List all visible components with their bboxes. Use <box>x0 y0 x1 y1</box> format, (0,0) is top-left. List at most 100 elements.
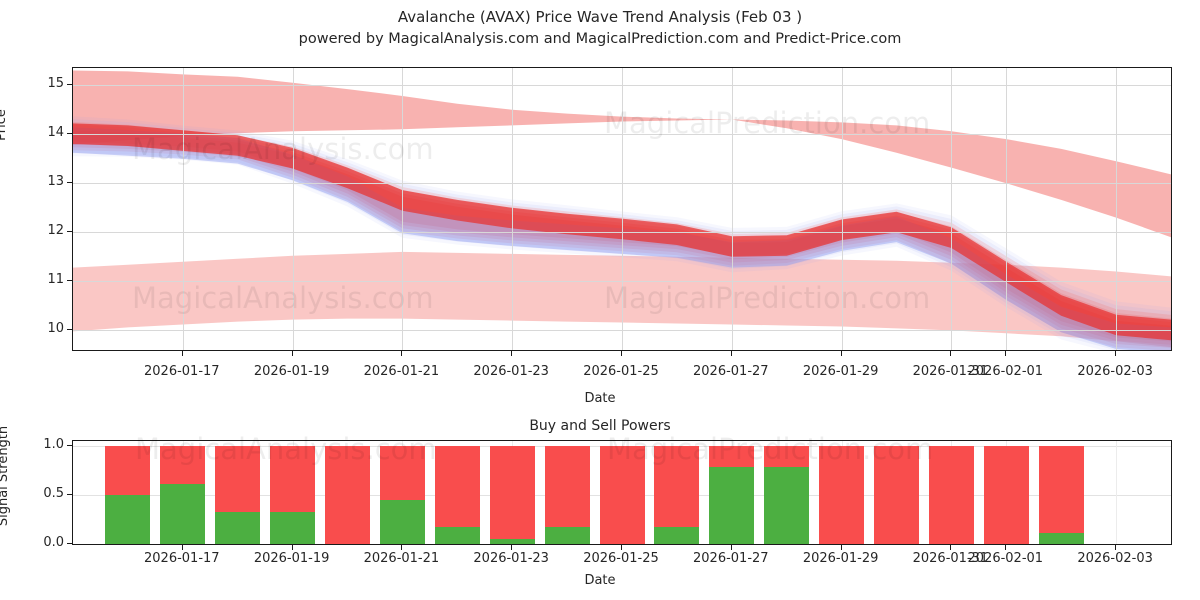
price-chart-xtick <box>621 351 622 356</box>
sell-power-segment <box>709 445 755 468</box>
buy-sell-xtick <box>181 545 183 550</box>
sell-power-segment <box>764 445 810 468</box>
signal-bar <box>215 445 261 544</box>
signal-bar <box>105 445 151 544</box>
buy-sell-xtick <box>511 545 513 550</box>
signal-bar <box>819 445 865 544</box>
watermark-text: MagicalPrediction.com <box>607 432 934 466</box>
price-chart-ytick <box>67 231 72 233</box>
price-chart-xtick-label: 2026-01-31 <box>912 364 989 379</box>
buy-sell-xtick-label: 2026-02-01 <box>967 551 1044 566</box>
buy-power-segment <box>654 527 700 544</box>
price-wave-chart-plot-area <box>72 67 1172 351</box>
signal-bar <box>654 445 700 544</box>
sell-power-segment <box>325 445 370 544</box>
watermark-text: MagicalAnalysis.com <box>132 281 434 315</box>
sell-power-segment <box>983 445 1029 544</box>
buy-sell-xtick <box>621 545 622 550</box>
sell-power-segment <box>1038 445 1084 534</box>
sell-power-segment <box>928 445 974 544</box>
watermark-text: MagicalPrediction.com <box>604 106 931 140</box>
sell-power-segment <box>105 445 151 495</box>
gridline-vertical <box>512 68 514 350</box>
signal-bar <box>544 445 590 544</box>
upper-confidence-band <box>73 70 1171 238</box>
signal-bar <box>709 445 755 544</box>
buy-power-segment <box>764 467 810 544</box>
price-chart-xtick <box>840 351 842 356</box>
buy-sell-chart-plot-area <box>72 440 1172 545</box>
price-chart-xtick <box>511 351 513 356</box>
price-chart-xtick-label: 2026-01-19 <box>253 364 330 379</box>
sell-power-segment <box>270 445 316 512</box>
price-chart-xtick-label: 2026-01-27 <box>693 364 769 379</box>
buy-sell-xtick-label: 2026-01-29 <box>802 551 879 566</box>
gridline-vertical <box>1116 441 1118 544</box>
price-chart-ytick-label: 15 <box>47 76 64 92</box>
buy-sell-ytick <box>67 543 72 544</box>
signal-bar <box>1038 445 1084 544</box>
signal-bar <box>270 445 316 544</box>
buy-sell-xtick <box>1115 545 1117 550</box>
price-chart-xtick-label: 2026-02-03 <box>1077 364 1153 379</box>
buy-sell-ytick-label: 0.5 <box>43 485 64 501</box>
buy-power-segment <box>709 467 755 544</box>
gridline-vertical <box>622 68 623 350</box>
gridline-vertical <box>841 68 843 350</box>
gridline-vertical <box>1006 68 1008 350</box>
gridline-vertical <box>402 68 404 350</box>
buy-sell-ytick <box>67 444 72 446</box>
price-chart-xtick <box>1005 351 1007 356</box>
signal-bar <box>983 445 1029 544</box>
signal-bar <box>874 445 919 544</box>
buy-sell-chart-ylabel: Signal Strength <box>0 425 11 527</box>
buy-sell-xtick-label: 2026-01-25 <box>583 551 659 566</box>
buy-sell-xtick-label: 2026-01-31 <box>912 551 989 566</box>
watermark-text: MagicalPrediction.com <box>604 281 931 315</box>
signal-bar <box>325 445 370 544</box>
buy-power-segment <box>1038 533 1084 544</box>
watermark-text: MagicalAnalysis.com <box>135 432 437 466</box>
price-chart-ytick-label: 13 <box>47 174 64 190</box>
gridline-vertical <box>951 68 953 350</box>
signal-bar <box>434 445 480 544</box>
buy-sell-xtick-label: 2026-01-23 <box>473 551 549 566</box>
sell-power-segment <box>544 445 590 528</box>
price-chart-xtick <box>181 351 183 356</box>
price-chart-xtick <box>950 351 952 356</box>
buy-sell-xtick-label: 2026-01-17 <box>144 551 220 566</box>
buy-sell-xtick <box>1005 545 1007 550</box>
buy-sell-ytick-label: 0.0 <box>43 535 64 550</box>
price-chart-xtick-label: 2026-02-01 <box>967 364 1044 379</box>
buy-power-segment <box>105 494 151 544</box>
gridline-vertical <box>182 68 184 350</box>
sell-power-segment <box>160 445 206 485</box>
buy-sell-chart-xlabel: Date <box>584 573 616 588</box>
sell-power-segment <box>874 445 919 544</box>
buy-sell-xtick <box>730 545 732 550</box>
sell-power-segment <box>489 445 535 540</box>
price-chart-xtick-label: 2026-01-29 <box>802 364 879 379</box>
buy-sell-xtick <box>950 545 952 550</box>
buy-sell-xtick <box>401 545 403 550</box>
buy-sell-ytick <box>67 493 72 495</box>
price-chart-ytick-label: 11 <box>47 272 64 288</box>
price-chart-ylabel: Price <box>0 109 9 141</box>
sell-power-segment <box>379 445 425 500</box>
sell-power-segment <box>819 445 865 544</box>
page-title: Avalanche (AVAX) Price Wave Trend Analys… <box>397 8 803 26</box>
sell-power-segment <box>434 445 480 528</box>
buy-power-segment <box>215 511 261 544</box>
price-chart-xlabel: Date <box>584 391 616 406</box>
price-chart-xtick <box>1115 351 1117 356</box>
price-chart-xtick <box>401 351 403 356</box>
watermark-text: MagicalAnalysis.com <box>132 132 434 166</box>
sell-power-segment <box>599 445 645 544</box>
sell-power-segment <box>654 445 700 528</box>
signal-bar <box>928 445 974 544</box>
price-chart-xtick-label: 2026-01-25 <box>583 364 659 379</box>
buy-sell-xtick <box>840 545 842 550</box>
signal-bar <box>379 445 425 544</box>
signal-bar <box>599 445 645 544</box>
